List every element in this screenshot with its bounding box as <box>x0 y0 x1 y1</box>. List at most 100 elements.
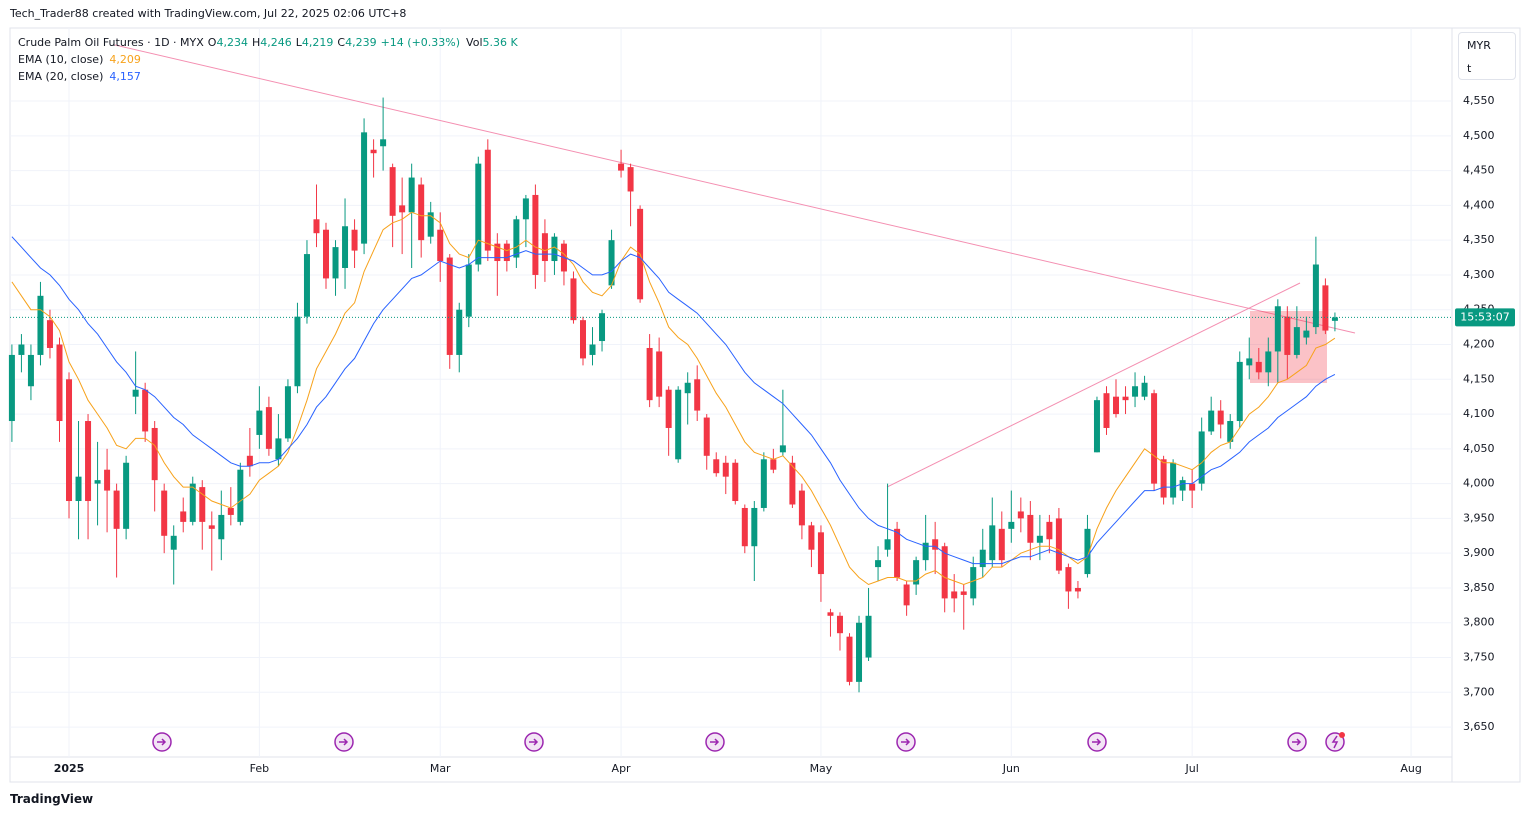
candle-body <box>56 344 63 422</box>
candle-body <box>1074 587 1081 592</box>
candle-body <box>998 528 1005 561</box>
candle-body <box>1236 361 1243 422</box>
change: +14 (+0.33%) <box>380 36 461 49</box>
candle-body <box>541 233 548 262</box>
event-glyph <box>1292 738 1302 746</box>
candle-body <box>894 528 901 578</box>
candle-body <box>1322 285 1329 331</box>
footer-text: TradingView <box>10 792 94 806</box>
y-tick-label: 3,750 <box>1463 651 1495 664</box>
ohlc-value: 4,246 <box>260 36 292 49</box>
candle-body <box>1227 421 1234 442</box>
candle-body <box>418 184 425 241</box>
candle-body <box>85 421 92 502</box>
x-tick-label: Aug <box>1400 762 1421 775</box>
candle-body <box>189 483 196 522</box>
candle-body <box>361 132 368 244</box>
candle-body <box>75 476 82 502</box>
candle-body <box>27 354 34 387</box>
candle-body <box>789 462 796 505</box>
candle-body <box>303 254 310 317</box>
candle-body <box>951 591 958 599</box>
ohlc-key: O <box>207 36 217 49</box>
event-glyph <box>901 738 911 746</box>
candle-body <box>1255 361 1262 373</box>
candle-body <box>370 149 377 154</box>
candle-body <box>694 379 701 411</box>
currency: MYR <box>1467 39 1491 52</box>
volume-key: Vol <box>466 36 483 49</box>
candle-body <box>932 539 939 550</box>
candle-body <box>751 507 758 547</box>
candle-body <box>618 163 625 171</box>
candle-body <box>608 240 615 286</box>
candle-body <box>1122 396 1129 401</box>
candle-body <box>475 163 482 265</box>
candle-body <box>494 243 501 262</box>
candle-body <box>1017 511 1024 519</box>
candle-body <box>865 615 872 658</box>
candle-body <box>256 410 263 435</box>
legend-entry[interactable]: EMA (20, close) 4,157 <box>18 68 518 85</box>
legend-name: EMA (10, close) <box>18 53 104 66</box>
candle-body <box>294 316 301 387</box>
candle-body <box>380 139 387 147</box>
event-arrows <box>157 735 1339 749</box>
candle-body <box>1093 400 1100 453</box>
candle-body <box>732 462 739 502</box>
candle-body <box>1265 351 1272 373</box>
candle-body <box>351 229 358 251</box>
candle-body <box>246 455 253 467</box>
candle-body <box>741 507 748 547</box>
candle-body <box>161 490 168 536</box>
unit-box[interactable]: MYR t <box>1458 32 1516 80</box>
legend-value: 4,157 <box>109 70 141 83</box>
event-glyph <box>1331 735 1339 749</box>
candle-body <box>1246 358 1253 366</box>
y-tick-label: 4,100 <box>1463 407 1495 420</box>
legend-entry[interactable]: EMA (10, close) 4,209 <box>18 51 518 68</box>
event-icons <box>152 732 1345 752</box>
volume-value: 5.36 K <box>482 36 518 49</box>
candle-body <box>1008 521 1015 529</box>
candle-body <box>151 427 158 481</box>
event-dot <box>1339 732 1345 738</box>
candle-body <box>970 567 977 599</box>
y-tick-label: 4,550 <box>1463 94 1495 107</box>
countdown: 15:53:07 <box>1460 310 1509 323</box>
candle-body <box>1208 410 1215 432</box>
candle-body <box>437 229 444 262</box>
candle-body <box>1198 431 1205 484</box>
candle-body <box>827 612 834 616</box>
candle-body <box>903 584 910 606</box>
candle-body <box>227 507 234 515</box>
candle-body <box>275 438 282 460</box>
y-tick-label: 4,150 <box>1463 372 1495 385</box>
candle-body <box>703 417 710 456</box>
legend-main: Crude Palm Oil Futures · 1D · MYX O4,234 H… <box>18 34 518 51</box>
ohlc-value: 4,234 <box>216 36 248 49</box>
candle-body <box>1179 480 1186 491</box>
top-bar: Tech_Trader88 created with TradingView.c… <box>10 7 407 20</box>
candle-body <box>313 219 320 234</box>
y-tick-label: 4,300 <box>1463 268 1495 281</box>
y-tick-label: 3,800 <box>1463 616 1495 629</box>
candle-body <box>808 525 815 550</box>
candle-body <box>113 490 120 529</box>
candle-body <box>627 167 634 192</box>
y-tick-label: 4,050 <box>1463 442 1495 455</box>
candle-body <box>389 167 396 216</box>
ema-line <box>11 236 1336 565</box>
event-glyph <box>157 738 167 746</box>
candle-body <box>798 490 805 526</box>
y-tick-label: 3,900 <box>1463 546 1495 559</box>
candle-body <box>989 525 996 561</box>
x-tick-label: Feb <box>250 762 269 775</box>
legend-value: 4,209 <box>109 53 141 66</box>
y-tick-label: 3,700 <box>1463 685 1495 698</box>
candle-body <box>1160 459 1167 498</box>
candle-body <box>104 469 111 491</box>
candle-body <box>199 487 206 522</box>
candle-body <box>713 459 720 474</box>
